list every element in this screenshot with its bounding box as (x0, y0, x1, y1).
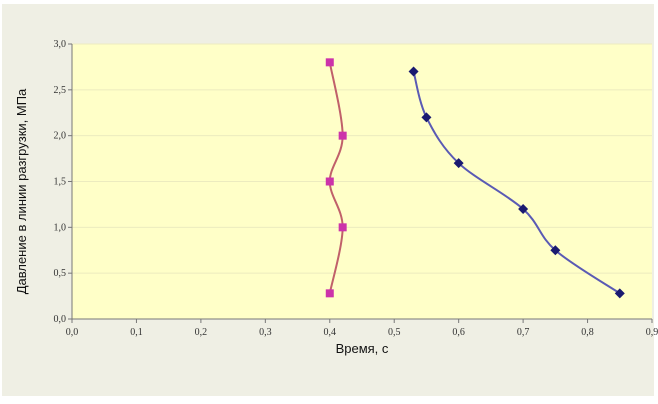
y-tick-label: 2,5 (54, 85, 67, 96)
x-tick-label: 0,1 (130, 327, 143, 338)
x-tick-label: 0,8 (581, 327, 594, 338)
y-tick-label: 1,0 (54, 222, 67, 233)
data-point-2 (421, 112, 432, 123)
y-tick-label: 0,5 (54, 268, 67, 279)
data-point-2 (408, 66, 419, 77)
y-tick-label: 1,5 (54, 177, 67, 188)
x-tick-label: 0,5 (388, 327, 401, 338)
x-tick-label: 0,7 (517, 327, 530, 338)
pressure-time-chart: 0,0 0,5 1,0 1,5 2,0 2,5 3,0 0,0 0,1 0,2 0,3 0,4 0,5 0… (14, 39, 658, 356)
y-tick-label: 2,0 (54, 131, 67, 142)
data-point-1 (338, 223, 347, 232)
data-point-2 (518, 204, 529, 214)
data-point-1 (338, 131, 347, 140)
x-tick-label: 0,0 (66, 327, 79, 338)
x-tick-label: 0,4 (324, 327, 337, 338)
y-tick-label: 0,0 (54, 314, 67, 325)
x-tick-label: 0,2 (195, 327, 208, 338)
data-point-1 (325, 289, 334, 298)
data-point-1 (325, 58, 334, 67)
data-point-1 (325, 177, 334, 186)
x-tick-label: 0,9 (646, 327, 658, 338)
x-tick-label: 0,3 (259, 327, 272, 338)
data-point-2 (550, 245, 561, 256)
x-axis-title: Время, с (336, 341, 389, 356)
y-tick-label: 3,0 (54, 39, 67, 50)
y-axis-title: Давление в линии разгрузки, МПа (14, 88, 29, 294)
chart-area: 0,0 0,5 1,0 1,5 2,0 2,5 3,0 0,0 0,1 0,2 0,3 0,4 0,5 0… (2, 4, 658, 396)
x-tick-label: 0,6 (452, 327, 465, 338)
data-point-2 (614, 288, 625, 299)
data-point-2 (453, 158, 464, 169)
